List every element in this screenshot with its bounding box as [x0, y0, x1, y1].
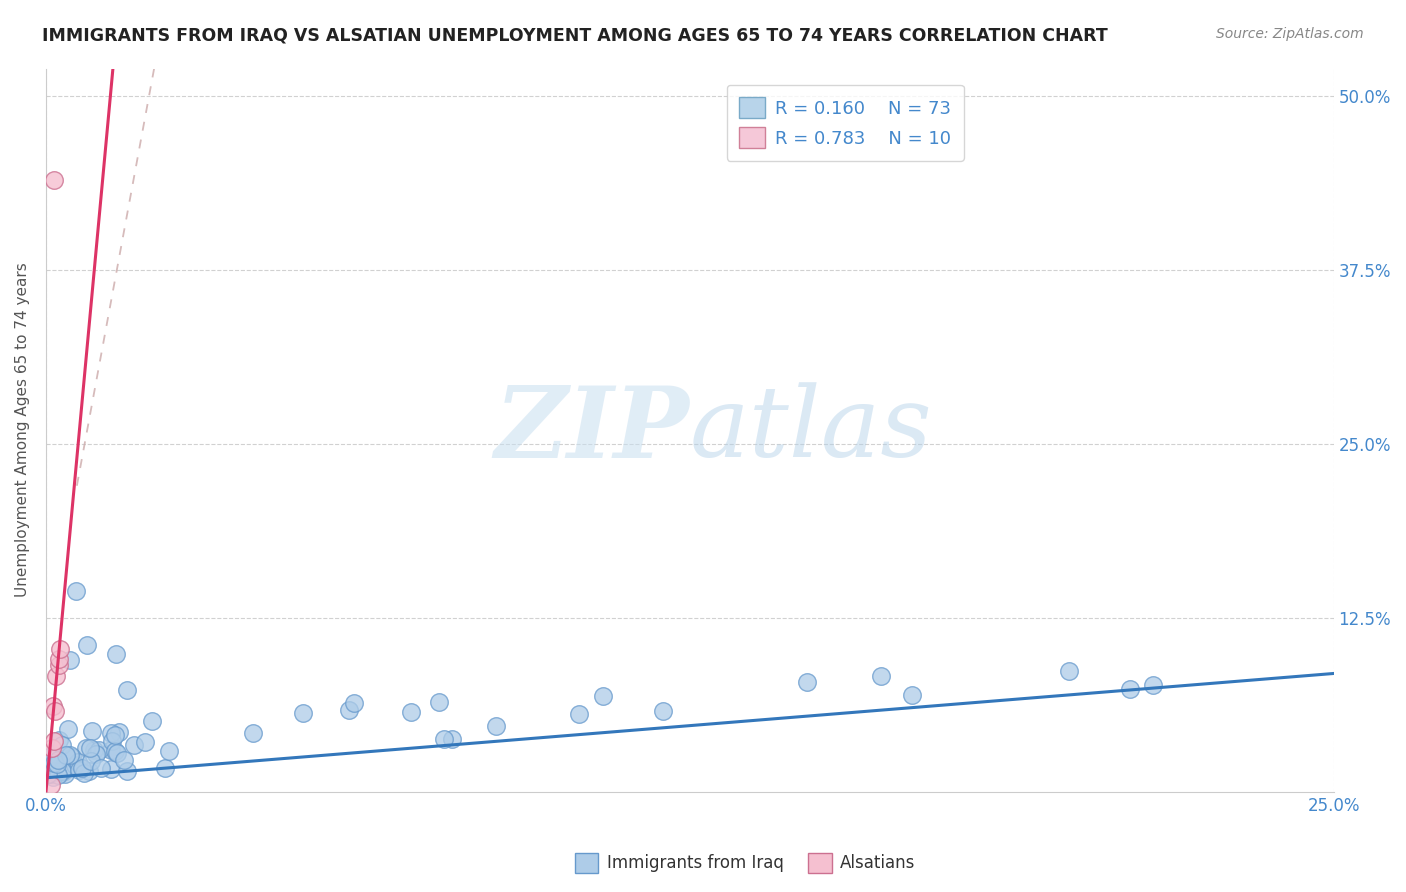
Point [38, 749, 60, 764]
Point [67, 763, 90, 777]
Point [105, 747, 128, 761]
Point [83, 743, 105, 757]
Point [104, 728, 127, 742]
Point [46, 765, 69, 780]
Point [46, 753, 69, 767]
Point [51, 739, 73, 753]
Point [39, 778, 62, 792]
Point [399, 705, 422, 719]
Point [48, 658, 70, 673]
Point [134, 735, 156, 749]
Point [48, 733, 70, 747]
Point [70, 761, 93, 775]
Point [104, 648, 127, 662]
Point [1057, 664, 1080, 678]
Text: IMMIGRANTS FROM IRAQ VS ALSATIAN UNEMPLOYMENT AMONG AGES 65 TO 74 YEARS CORRELAT: IMMIGRANTS FROM IRAQ VS ALSATIAN UNEMPLO… [42, 27, 1108, 45]
Point [75, 741, 97, 756]
Point [153, 761, 176, 775]
Point [62, 760, 84, 774]
Point [86, 747, 108, 762]
Point [49, 641, 72, 656]
Point [42, 173, 65, 187]
Point [242, 726, 264, 740]
Point [568, 706, 591, 721]
Point [59, 748, 82, 763]
Point [45, 668, 67, 682]
Point [42, 747, 65, 761]
Point [44, 704, 66, 718]
Point [1142, 678, 1164, 692]
Point [87, 743, 110, 757]
Point [901, 688, 924, 702]
Point [115, 764, 138, 778]
Point [76, 638, 98, 652]
Point [337, 703, 360, 717]
Point [592, 690, 614, 704]
Point [869, 668, 891, 682]
Point [796, 674, 818, 689]
Point [112, 753, 135, 767]
Point [41, 770, 63, 784]
Point [55, 747, 77, 762]
Legend: Immigrants from Iraq, Alsatians: Immigrants from Iraq, Alsatians [568, 847, 922, 880]
Point [56, 722, 79, 736]
Point [63, 758, 86, 772]
Text: Source: ZipAtlas.com: Source: ZipAtlas.com [1216, 27, 1364, 41]
Point [1119, 682, 1142, 697]
Point [80, 754, 103, 768]
Point [291, 706, 314, 720]
Point [100, 762, 122, 776]
Point [80, 723, 103, 738]
Point [41, 699, 63, 714]
Point [60, 750, 83, 764]
Point [117, 683, 139, 698]
Point [41, 740, 63, 755]
Point [122, 738, 145, 752]
Point [433, 731, 456, 746]
Point [652, 704, 675, 718]
Legend: R = 0.160    N = 73, R = 0.783    N = 10: R = 0.160 N = 73, R = 0.783 N = 10 [727, 85, 965, 161]
Point [77, 764, 100, 778]
Point [141, 714, 163, 729]
Point [46, 756, 69, 771]
Point [59, 653, 82, 667]
Point [73, 765, 96, 780]
Point [107, 725, 129, 739]
Point [44, 733, 66, 747]
Point [103, 743, 125, 757]
Text: atlas: atlas [690, 383, 932, 478]
Point [79, 741, 101, 756]
Point [157, 744, 180, 758]
Point [46, 768, 69, 782]
Point [65, 584, 87, 599]
Point [100, 743, 122, 757]
Point [427, 695, 450, 709]
Text: ZIP: ZIP [495, 382, 690, 478]
Point [485, 719, 508, 733]
Point [66, 756, 89, 770]
Point [100, 725, 122, 739]
Point [42, 756, 65, 771]
Point [44, 749, 66, 764]
Point [440, 732, 463, 747]
Point [51, 764, 73, 779]
Point [101, 734, 124, 748]
Point [52, 764, 75, 779]
Point [343, 696, 366, 710]
Point [90, 761, 112, 775]
Point [53, 767, 76, 781]
Point [48, 652, 70, 666]
Point [37, 767, 59, 781]
Y-axis label: Unemployment Among Ages 65 to 74 years: Unemployment Among Ages 65 to 74 years [15, 263, 30, 598]
Point [39, 767, 62, 781]
